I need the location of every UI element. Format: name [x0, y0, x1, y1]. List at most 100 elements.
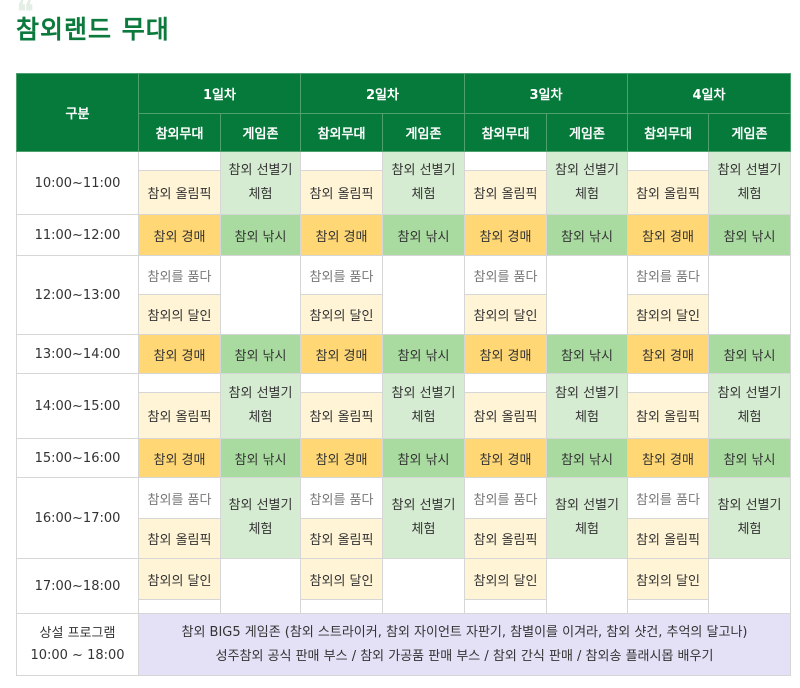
header-day-4: 4일차 — [627, 73, 791, 114]
gamezone-cell: 참외 낚시 — [220, 334, 301, 374]
time-slot: 14:00~15:00 — [16, 373, 139, 439]
stage-cell: 참외 경매 — [627, 438, 709, 478]
program-auction: 참외 경매 — [628, 335, 708, 373]
stage-cell: 참외를 품다 참외의 달인 — [464, 255, 547, 335]
gamezone-cell — [546, 255, 628, 335]
header-stage: 참외무대 — [300, 113, 383, 152]
gamezone-cell: 참외 선별기 체험 — [382, 373, 465, 439]
time-slot: 15:00~16:00 — [16, 438, 139, 478]
program-quiz: 참외를 품다 — [139, 478, 220, 518]
stage-cell: 참외를 품다 참외 올림픽 — [300, 477, 383, 559]
program-quiz: 참외를 품다 — [301, 478, 382, 518]
program-olympic: 참외 올림픽 — [301, 518, 382, 558]
program-auction: 참외 경매 — [301, 215, 382, 255]
program-olympic: 참외 올림픽 — [139, 170, 220, 214]
program-auction: 참외 경매 — [465, 439, 546, 477]
stage-cell: 참외 경매 — [138, 438, 221, 478]
gamezone-cell — [382, 255, 465, 335]
stage-cell: 참외 경매 — [627, 214, 709, 256]
program-auction: 참외 경매 — [301, 335, 382, 373]
program-quiz: 참외를 품다 — [628, 478, 708, 518]
schedule-row: 13:00~14:00 참외 경매 참외 낚시 참외 경매 참외 낚시 참외 경매 참외 낚… — [16, 334, 791, 374]
empty-slot — [139, 599, 220, 613]
empty-slot — [465, 374, 546, 392]
program-master: 참외의 달인 — [628, 294, 708, 334]
stage-cell: 참외 올림픽 — [300, 373, 383, 439]
program-fishing: 참외 낚시 — [221, 215, 300, 255]
header-day-1: 1일차 — [138, 73, 301, 114]
gamezone-cell: 참외 낚시 — [708, 334, 791, 374]
header-gamezone: 게임존 — [382, 113, 465, 152]
gamezone-cell — [382, 558, 465, 614]
program-olympic: 참외 올림픽 — [301, 170, 382, 214]
stage-cell: 참외의 달인 — [138, 558, 221, 614]
stage-cell: 참외 경매 — [138, 334, 221, 374]
program-sorter: 참외 선별기 체험 — [709, 478, 790, 558]
stage-cell: 참외의 달인 — [627, 558, 709, 614]
program-olympic: 참외 올림픽 — [465, 518, 546, 558]
program-master: 참외의 달인 — [465, 294, 546, 334]
gamezone-cell: 참외 선별기 체험 — [546, 477, 628, 559]
stage-cell: 참외의 달인 — [464, 558, 547, 614]
schedule-row: 15:00~16:00 참외 경매 참외 낚시 참외 경매 참외 낚시 참외 경매 참외 낚… — [16, 438, 791, 478]
gamezone-cell: 참외 선별기 체험 — [546, 373, 628, 439]
program-fishing: 참외 낚시 — [547, 439, 627, 477]
stage-cell: 참외 경매 — [300, 214, 383, 256]
program-master: 참외의 달인 — [301, 294, 382, 334]
program-master: 참외의 달인 — [628, 559, 708, 599]
special-line-1: 참외 BIG5 게임존 (참외 스트라이커, 참외 자이언트 자판기, 참별이를… — [181, 624, 748, 640]
time-slot: 16:00~17:00 — [16, 477, 139, 559]
program-fishing: 참외 낚시 — [547, 215, 627, 255]
program-sorter: 참외 선별기 체험 — [547, 478, 627, 558]
gamezone-cell: 참외 낚시 — [382, 214, 465, 256]
gamezone-cell: 참외 낚시 — [220, 438, 301, 478]
gamezone-cell: 참외 선별기 체험 — [220, 151, 301, 215]
stage-cell: 참외 올림픽 — [138, 373, 221, 439]
program-auction: 참외 경매 — [628, 215, 708, 255]
stage-cell: 참외의 달인 — [300, 558, 383, 614]
gamezone-cell — [708, 558, 791, 614]
gamezone-cell: 참외 낚시 — [382, 334, 465, 374]
stage-cell: 참외 경매 — [464, 438, 547, 478]
empty-slot — [301, 152, 382, 170]
header-stage: 참외무대 — [138, 113, 221, 152]
program-quiz: 참외를 품다 — [139, 256, 220, 294]
empty-slot — [709, 559, 790, 613]
empty-slot — [547, 559, 627, 613]
program-auction: 참외 경매 — [628, 439, 708, 477]
program-auction: 참외 경매 — [465, 335, 546, 373]
program-sorter: 참외 선별기 체험 — [709, 152, 790, 214]
time-slot: 10:00~11:00 — [16, 151, 139, 215]
header-gamezone: 게임존 — [546, 113, 628, 152]
program-olympic: 참외 올림픽 — [139, 518, 220, 558]
gamezone-cell: 참외 선별기 체험 — [708, 373, 791, 439]
program-quiz: 참외를 품다 — [465, 256, 546, 294]
gamezone-cell: 참외 낚시 — [220, 214, 301, 256]
program-fishing: 참외 낚시 — [221, 439, 300, 477]
schedule-table: 구분 1일차 2일차 3일차 4일차 참외무대 게임존 참외무대 게임존 참외무대 게임존 참외무대 게… — [16, 73, 791, 676]
time-slot: 12:00~13:00 — [16, 255, 139, 335]
header-row-days: 구분 1일차 2일차 3일차 4일차 — [16, 73, 791, 152]
time-slot: 13:00~14:00 — [16, 334, 139, 374]
empty-slot — [139, 152, 220, 170]
stage-cell: 참외 올림픽 — [464, 373, 547, 439]
special-label-cell: 상설 프로그램 10:00 ~ 18:00 — [16, 613, 139, 676]
program-sorter: 참외 선별기 체험 — [383, 374, 464, 438]
program-auction: 참외 경매 — [465, 215, 546, 255]
program-fishing: 참외 낚시 — [383, 335, 464, 373]
program-auction: 참외 경매 — [301, 439, 382, 477]
empty-slot — [547, 256, 627, 334]
schedule-row: 12:00~13:00 참외를 품다 참외의 달인 참외를 품다 참외의 달인 참외를 품… — [16, 255, 791, 335]
special-program-row: 상설 프로그램 10:00 ~ 18:00 참외 BIG5 게임존 (참외 스트라이… — [16, 613, 791, 676]
gamezone-cell: 참외 낚시 — [546, 438, 628, 478]
header-gamezone: 게임존 — [220, 113, 301, 152]
stage-cell: 참외 올림픽 — [627, 373, 709, 439]
program-master: 참외의 달인 — [465, 559, 546, 599]
time-slot: 11:00~12:00 — [16, 214, 139, 256]
program-fishing: 참외 낚시 — [709, 439, 790, 477]
gamezone-cell: 참외 선별기 체험 — [220, 373, 301, 439]
stage-cell: 참외 올림픽 — [464, 151, 547, 215]
program-olympic: 참외 올림픽 — [628, 518, 708, 558]
program-fishing: 참외 낚시 — [221, 335, 300, 373]
stage-cell: 참외 경매 — [627, 334, 709, 374]
